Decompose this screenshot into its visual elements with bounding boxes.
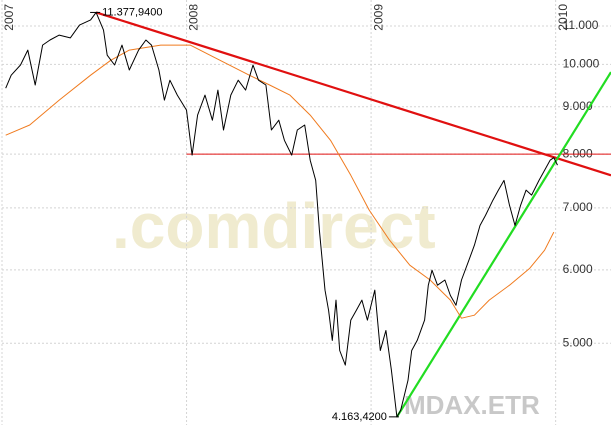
- y-tick-label: 10.000: [563, 57, 600, 71]
- watermark: .comdirect: [112, 190, 436, 262]
- y-tick-label: 8.000: [563, 146, 593, 160]
- symbol-label: MDAX.ETR: [404, 390, 540, 420]
- annotation-label: 4.163,4200: [332, 411, 387, 423]
- y-tick-label: 7.000: [563, 200, 593, 214]
- x-tick-label: 2010: [556, 4, 570, 31]
- x-tick-label: 2007: [2, 4, 16, 31]
- x-tick-label: 2008: [187, 4, 201, 31]
- trend-line: [95, 11, 611, 177]
- average-line: [5, 44, 555, 319]
- trend-line: [395, 71, 611, 418]
- y-tick-label: 9.000: [563, 99, 593, 113]
- annotation-label: 11.377,9400: [102, 6, 162, 18]
- y-tick-label: 6.000: [563, 262, 593, 276]
- price-line: [5, 11, 558, 418]
- x-tick-label: 2009: [371, 4, 385, 31]
- y-tick-label: 11.000: [563, 18, 599, 32]
- y-tick-label: 5.000: [563, 335, 593, 349]
